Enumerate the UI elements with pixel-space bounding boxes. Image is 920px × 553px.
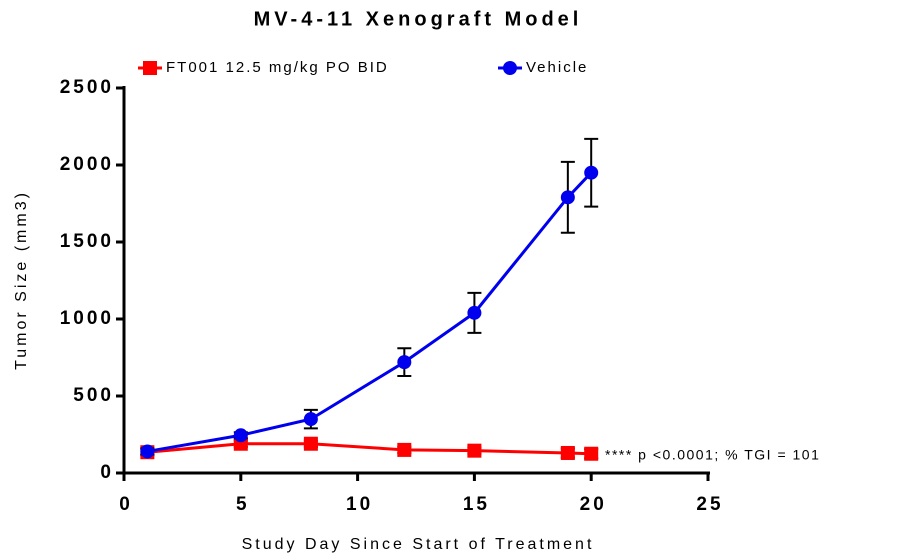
y-tick-label: 1000 [60, 308, 114, 329]
marker [560, 445, 575, 460]
y-tick-label: 1500 [60, 231, 114, 252]
marker [584, 165, 599, 180]
x-tick-label: 0 [119, 494, 133, 515]
legend-label: FT001 12.5 mg/kg PO BID [166, 59, 389, 76]
x-tick-label: 20 [580, 494, 607, 515]
x-tick-label: 25 [696, 494, 723, 515]
y-axis-label: Tumor Size (mm3) [13, 190, 30, 370]
y-tick-label: 0 [100, 462, 114, 483]
y-tick-label: 500 [73, 385, 114, 406]
marker [584, 446, 599, 461]
marker [303, 412, 318, 427]
series-line [147, 171, 593, 453]
series-line [147, 442, 592, 456]
marker [303, 436, 318, 451]
chart-title: MV-4-11 Xenograft Model [254, 8, 583, 30]
y-tick-label: 2000 [60, 154, 114, 175]
x-tick-label: 15 [463, 494, 490, 515]
x-tick-label: 5 [236, 494, 250, 515]
x-axis-label: Study Day Since Start of Treatment [242, 536, 595, 553]
x-tick-label: 10 [346, 494, 373, 515]
marker [140, 444, 155, 459]
legend-marker [503, 61, 517, 75]
annotation: **** p <0.0001; % TGI = 101 [605, 447, 820, 463]
marker [467, 305, 482, 320]
marker [467, 443, 482, 458]
marker [397, 442, 412, 457]
marker [397, 355, 412, 370]
legend-label: Vehicle [526, 59, 588, 76]
y-tick-label: 2500 [60, 77, 114, 98]
legend-marker [143, 61, 157, 75]
marker [560, 190, 575, 205]
marker [233, 428, 248, 443]
